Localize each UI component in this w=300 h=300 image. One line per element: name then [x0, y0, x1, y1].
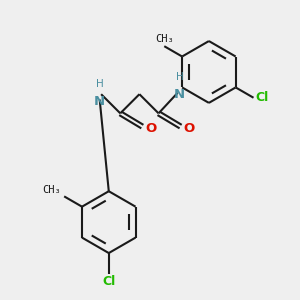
Text: H: H	[176, 72, 184, 82]
Text: Cl: Cl	[102, 275, 116, 288]
Text: CH₃: CH₃	[155, 34, 174, 44]
Text: O: O	[145, 122, 157, 135]
Text: CH₃: CH₃	[43, 184, 61, 195]
Text: H: H	[96, 79, 104, 89]
Text: O: O	[184, 122, 195, 135]
Text: N: N	[174, 88, 185, 101]
Text: N: N	[94, 95, 105, 108]
Text: Cl: Cl	[256, 91, 269, 104]
